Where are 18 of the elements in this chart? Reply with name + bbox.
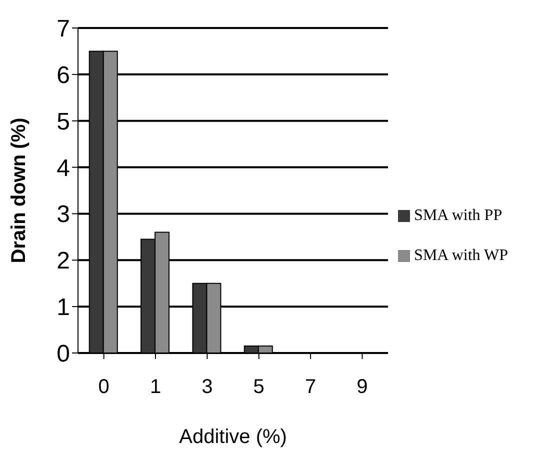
x-axis-title: Additive (%) xyxy=(179,426,287,448)
y-tick-label: 2 xyxy=(56,248,70,275)
y-axis-title: Drain down (%) xyxy=(8,118,30,264)
legend-label: SMA with PP xyxy=(414,206,502,224)
y-tick-label: 0 xyxy=(56,340,70,368)
legend-label: SMA with WP xyxy=(414,246,508,264)
y-tick-label: 4 xyxy=(56,154,70,182)
x-tick-label: 0 xyxy=(98,376,110,398)
x-tick-label: 7 xyxy=(304,376,316,398)
x-tick-label: 1 xyxy=(150,376,162,398)
x-tick-label: 9 xyxy=(356,376,368,398)
y-tick-label: 5 xyxy=(56,108,70,136)
y-tick-label: 3 xyxy=(56,201,70,228)
x-tick-label: 3 xyxy=(202,376,213,398)
y-tick-label: 1 xyxy=(56,294,70,322)
y-tick-label: 7 xyxy=(56,16,70,43)
x-tick-label: 5 xyxy=(253,376,264,398)
y-tick-label: 6 xyxy=(56,62,70,89)
